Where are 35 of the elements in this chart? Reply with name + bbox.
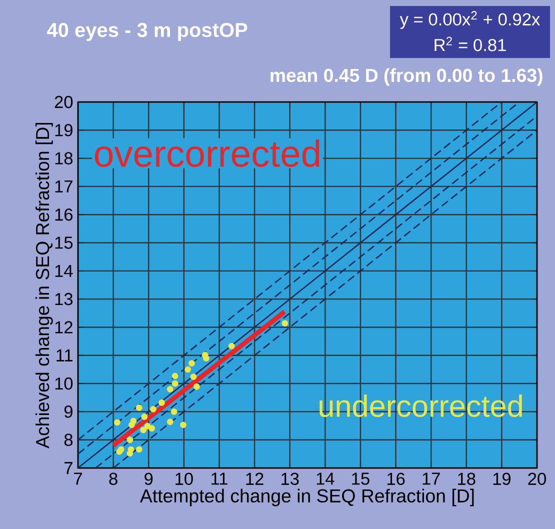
y-tick-label: 18 xyxy=(55,152,73,164)
x-tick-label: 9 xyxy=(144,472,153,485)
y-tick-label: 15 xyxy=(55,236,73,249)
x-tick-label: 18 xyxy=(458,472,476,485)
x-tick-label: 10 xyxy=(176,472,193,485)
x-axis-title: Attempted change in SEQ Refraction [D] xyxy=(140,488,474,506)
y-tick-label: 11 xyxy=(56,349,72,362)
y-tick-label: 8 xyxy=(64,434,73,446)
y-tick-label: 16 xyxy=(55,208,73,221)
x-tick-label: 16 xyxy=(387,472,405,485)
x-tick-label: 17 xyxy=(422,472,440,485)
x-tick-label: 15 xyxy=(352,472,370,485)
text: mean 0.45 D (from 0.00 to 1.63) xyxy=(270,68,542,86)
chart-title: 40 eyes - 3 m postOP xyxy=(47,22,248,42)
x-tick-label: 13 xyxy=(282,472,299,485)
x-tick-label: 7 xyxy=(74,472,82,485)
y-tick-label: 19 xyxy=(55,124,72,136)
x-tick-label: 14 xyxy=(316,472,334,485)
y-tick-label: 13 xyxy=(55,292,73,306)
x-tick-label: 8 xyxy=(109,472,118,485)
y-tick-label: 17 xyxy=(55,180,72,192)
text: R$^{2}$ = 0.81 xyxy=(434,36,506,52)
y-tick-label: 12 xyxy=(55,321,72,334)
x-tick-label: 20 xyxy=(528,472,546,485)
x-tick-label: 12 xyxy=(246,472,264,485)
x-tick-label: 11 xyxy=(212,472,228,485)
y-tick-label: 7 xyxy=(64,462,72,474)
y-tick-label: 20 xyxy=(54,96,73,108)
x-tick-label: 19 xyxy=(493,472,511,485)
y-axis-title: Achieved change in SEQ Refraction [D] xyxy=(35,122,53,448)
y-tick-label: 10 xyxy=(55,377,73,390)
y-tick-label: 9 xyxy=(64,406,72,418)
annotation: overcorrected xyxy=(94,140,320,167)
y-tick-label: 14 xyxy=(55,264,73,277)
text: y = 0.00x$^{2}$ + 0.92x xyxy=(400,11,540,29)
